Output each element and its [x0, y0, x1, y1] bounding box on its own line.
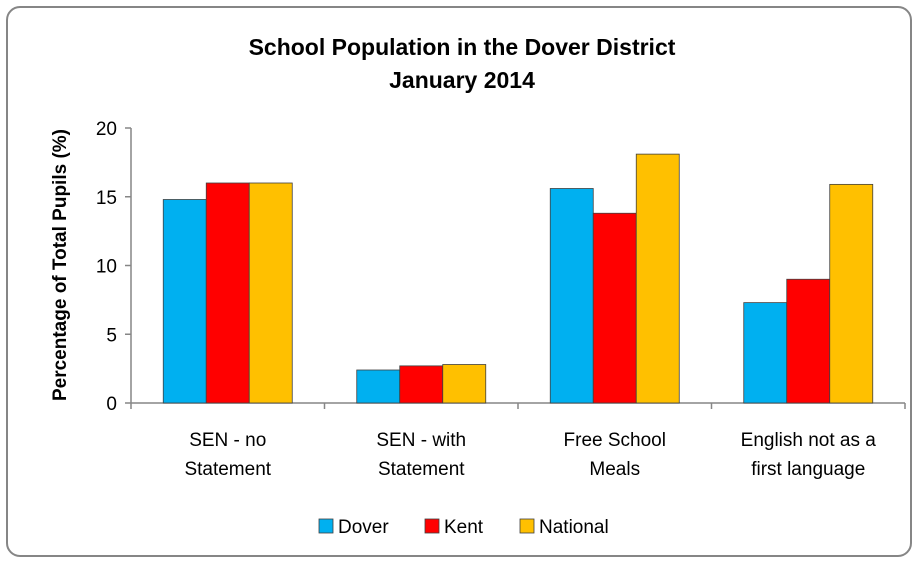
legend-label-kent: Kent [444, 517, 484, 538]
legend-swatch-dover [318, 518, 334, 534]
bar-kent [592, 212, 637, 404]
legend-swatch-kent [424, 518, 440, 534]
category-label: Statement [378, 459, 465, 480]
category-label: first language [751, 459, 865, 480]
legend-label-national: National [539, 517, 609, 538]
category-label: SEN - with [376, 430, 466, 451]
bar-national [442, 364, 487, 404]
bar-national [635, 153, 680, 404]
bar-kent [786, 278, 831, 404]
chart-title: School Population in the Dover District [249, 34, 676, 60]
bar-national [248, 182, 293, 404]
bar-dover [549, 188, 594, 404]
chart-subtitle: January 2014 [389, 67, 535, 93]
category-label: Statement [184, 459, 271, 480]
y-tick-label: 15 [96, 188, 117, 209]
bar-dover [356, 369, 401, 404]
y-tick-label: 0 [106, 394, 117, 415]
bar-national [829, 183, 874, 404]
category-label: SEN - no [189, 430, 266, 451]
bar-kent [205, 182, 250, 404]
category-label: Free School [564, 430, 666, 451]
chart-frame [6, 6, 912, 557]
category-label: Meals [589, 459, 640, 480]
legend-label-dover: Dover [338, 517, 389, 538]
category-label: English not as a [741, 430, 877, 451]
y-tick-label: 20 [96, 119, 117, 140]
bar-dover [743, 302, 788, 404]
y-tick-label: 5 [106, 325, 117, 346]
bar-dover [162, 199, 207, 404]
bar-kent [399, 365, 444, 404]
y-axis-label: Percentage of Total Pupils (%) [50, 129, 71, 401]
y-tick-label: 10 [96, 257, 117, 278]
legend-swatch-national [519, 518, 535, 534]
